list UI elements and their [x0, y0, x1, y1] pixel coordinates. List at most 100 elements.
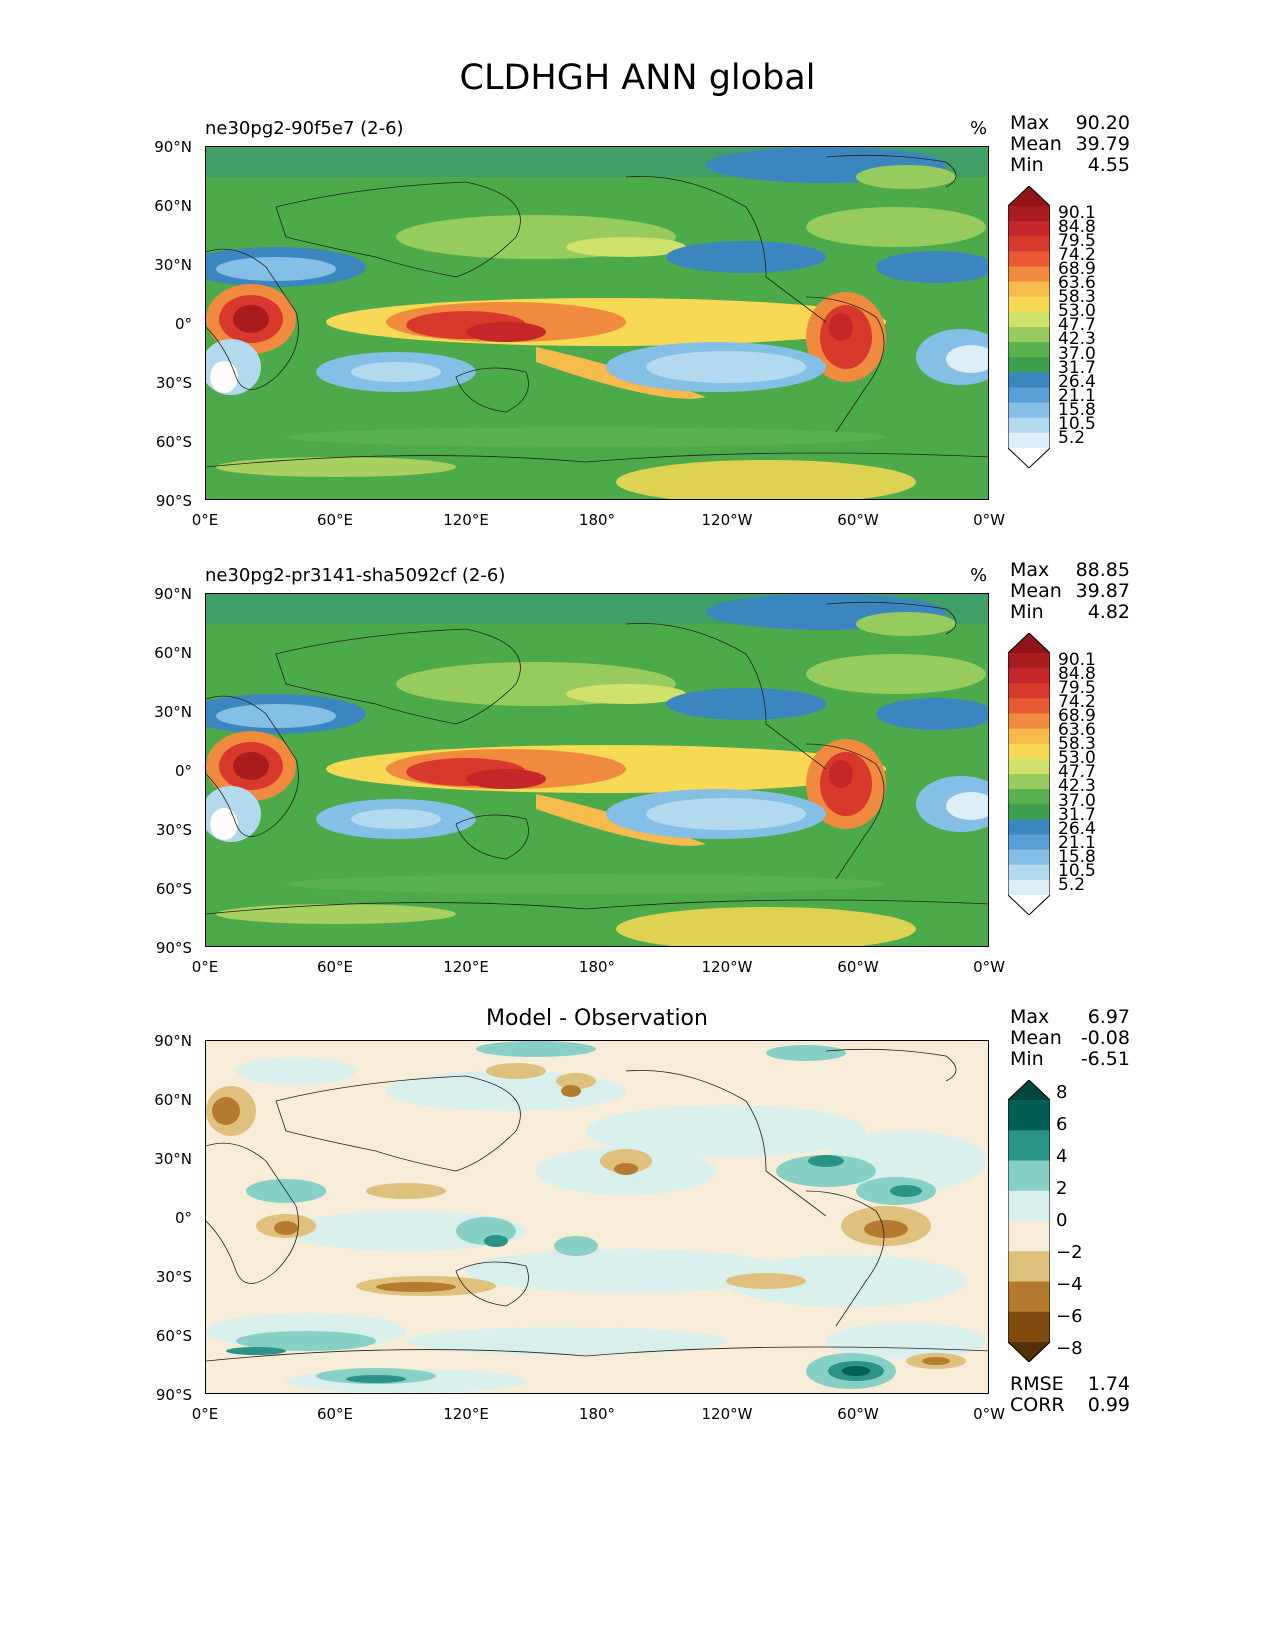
panel-2-lon-tick: 60°W: [837, 958, 879, 976]
panel-3-colorbar: [1008, 1080, 1050, 1362]
panel-3-corr-label: CORR: [1010, 1394, 1065, 1416]
colorbar-tick-label: −8: [1056, 1338, 1083, 1359]
colorbar-tick-label: 2: [1056, 1178, 1068, 1199]
panel-1-units: %: [970, 118, 988, 139]
colorbar-segment: [1008, 774, 1050, 790]
colorbar-tick-label: 15.8: [1058, 846, 1096, 867]
colorbar-segment: [1008, 849, 1050, 866]
colorbar-tick-label: 47.7: [1058, 762, 1096, 783]
panel-1-lon-tick: 0°E: [191, 511, 219, 529]
colorbar-tick-label: 68.9: [1058, 259, 1096, 280]
colorbar-tick-label: 5.2: [1058, 874, 1086, 895]
colorbar-segment: [1008, 834, 1050, 851]
panel-2-lon-tick: 180°: [578, 958, 616, 976]
panel-1-lat-tick: 0°: [174, 315, 192, 333]
panel-1-lat-tick: 30°N: [154, 256, 192, 274]
colorbar-segment: [1008, 698, 1050, 714]
panel-3-lon-tick: 60°E: [316, 1405, 354, 1423]
colorbar-segment: [1008, 1160, 1050, 1192]
panel-3-mean-value: -0.08: [1080, 1027, 1130, 1049]
colorbar-segment: [1008, 789, 1050, 805]
colorbar-tick-label: 58.3: [1058, 287, 1096, 308]
colorbar-segment: [1008, 713, 1050, 730]
panel-3-rmse-value: 1.74: [1087, 1373, 1130, 1395]
colorbar-segment: [1008, 819, 1050, 835]
colorbar-tick-label: 37.0: [1058, 790, 1096, 811]
panel-1-colorbar: [1008, 186, 1050, 468]
panel-2-lon-tick: 0°E: [191, 958, 219, 976]
panel-1-lat-tick: 30°S: [155, 374, 192, 392]
colorbar-tick-label: 53.0: [1058, 301, 1096, 322]
colorbar-segment: [1008, 387, 1050, 404]
panel-3-max-value: 6.97: [1087, 1006, 1130, 1028]
panel-3-lat-tick: 30°N: [154, 1150, 192, 1168]
panel-2-units: %: [970, 565, 988, 586]
panel-3-lat-tick: 90°S: [155, 1386, 192, 1404]
colorbar-segment: [1008, 296, 1050, 313]
panel-1-mean-value: 39.79: [1075, 133, 1130, 155]
panel-3-lon-tick: 120°E: [443, 1405, 489, 1423]
panel-3-lon-tick: 0°W: [973, 1405, 1005, 1423]
panel-2-max-value: 88.85: [1075, 559, 1130, 581]
colorbar-tick-label: 79.5: [1058, 678, 1096, 699]
panel-3-map: [205, 1040, 989, 1394]
colorbar-tick-label: 10.5: [1058, 860, 1096, 881]
colorbar-segment: [1008, 1130, 1050, 1161]
colorbar-tick-label: 26.4: [1058, 371, 1096, 392]
colorbar-segment: [1008, 1221, 1050, 1252]
colorbar-segment: [1008, 342, 1050, 358]
colorbar-tick-label: 53.0: [1058, 748, 1096, 769]
colorbar-segment: [1008, 1281, 1050, 1313]
colorbar-extend-max: [1008, 633, 1050, 653]
colorbar-tick-label: 84.8: [1058, 664, 1096, 685]
panel-2-lat-tick: 0°: [174, 762, 192, 780]
panel-2-lon-tick: 120°E: [443, 958, 489, 976]
colorbar-segment: [1008, 864, 1050, 881]
colorbar-segment: [1008, 683, 1050, 699]
panel-3-mean-label: Mean: [1010, 1027, 1062, 1049]
panel-2-lat-tick: 30°S: [155, 821, 192, 839]
colorbar-tick-label: 84.8: [1058, 217, 1096, 238]
panel-3-max-label: Max: [1010, 1006, 1050, 1028]
panel-1-map: [205, 146, 989, 500]
colorbar-tick-label: −6: [1056, 1306, 1083, 1327]
panel-3-rmse-label: RMSE: [1010, 1373, 1064, 1395]
colorbar-segment: [1008, 206, 1050, 222]
colorbar-segment: [1008, 402, 1050, 419]
colorbar-segment: [1008, 743, 1050, 760]
panel-2-min-label: Min: [1010, 601, 1044, 623]
panel-2-lat-tick: 90°S: [155, 939, 192, 957]
panel-2-lon-tick: 60°E: [316, 958, 354, 976]
colorbar-segment: [1008, 804, 1050, 820]
panel-3-min-label: Min: [1010, 1048, 1044, 1070]
colorbar-tick-label: 0: [1056, 1210, 1068, 1231]
colorbar-extend-max: [1008, 186, 1050, 206]
colorbar-tick-label: 68.9: [1058, 706, 1096, 727]
panel-1-lat-tick: 90°N: [154, 138, 192, 156]
panel-3-lat-tick: 60°N: [154, 1091, 192, 1109]
panel-3-lat-tick: 60°S: [155, 1327, 192, 1345]
colorbar-tick-label: 4: [1056, 1146, 1068, 1167]
panel-2-title: ne30pg2-pr3141-sha5092cf (2-6): [205, 565, 506, 586]
colorbar-tick-label: 21.1: [1058, 385, 1096, 406]
colorbar-tick-label: 79.5: [1058, 231, 1096, 252]
panel-3-lon-tick: 60°W: [837, 1405, 879, 1423]
colorbar-extend-min: [1008, 1342, 1050, 1362]
colorbar-tick-label: 74.2: [1058, 245, 1096, 266]
panel-1-lon-tick: 120°E: [443, 511, 489, 529]
panel-2-lon-tick: 0°W: [973, 958, 1005, 976]
colorbar-segment: [1008, 1251, 1050, 1282]
colorbar-tick-label: 42.3: [1058, 329, 1096, 350]
panel-1-lat-tick: 60°N: [154, 197, 192, 215]
colorbar-tick-label: 47.7: [1058, 315, 1096, 336]
panel-2-mean-value: 39.87: [1075, 580, 1130, 602]
colorbar-tick-label: 90.1: [1058, 203, 1096, 223]
colorbar-segment: [1008, 357, 1050, 373]
colorbar-segment: [1008, 728, 1050, 745]
colorbar-tick-label: 63.6: [1058, 273, 1096, 294]
panel-2-min-value: 4.82: [1087, 601, 1130, 623]
colorbar-tick-label: 6: [1056, 1114, 1068, 1135]
panel-1-lon-tick: 0°W: [973, 511, 1005, 529]
colorbar-segment: [1008, 1311, 1050, 1343]
colorbar-segment: [1008, 236, 1050, 252]
